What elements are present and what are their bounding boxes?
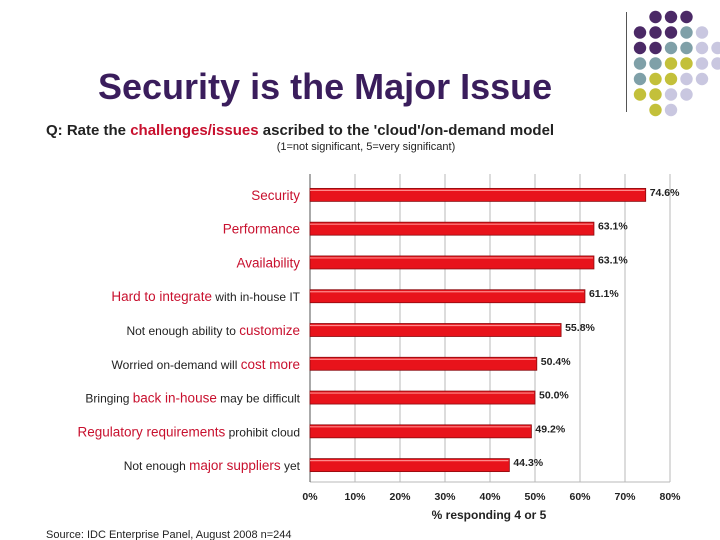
decorative-dot	[680, 41, 693, 55]
category-label: Availability	[236, 255, 300, 270]
slide-title: Security is the Major Issue	[98, 66, 553, 107]
question-text-segment: challenges/issues	[130, 122, 258, 139]
x-tick-label: 30%	[434, 491, 456, 503]
category-label: Regulatory requirements prohibit cloud	[77, 424, 300, 439]
category-label: Worried on-demand will cost more	[112, 357, 300, 372]
decorative-dot	[633, 41, 647, 55]
decorative-dot	[633, 72, 647, 86]
category-label: Not enough major suppliers yet	[124, 458, 301, 473]
decorative-dot	[664, 88, 678, 101]
category-label-segment: Not enough ability to	[126, 324, 239, 338]
decorative-dot	[649, 72, 662, 86]
bar	[309, 187, 647, 202]
category-label-segment: Bringing	[85, 392, 132, 406]
bar-value-label: 44.3%	[513, 457, 543, 469]
decorative-dot	[649, 10, 662, 24]
x-tick-label: 10%	[344, 491, 366, 503]
decorative-dot	[664, 72, 678, 86]
category-label: Performance	[223, 222, 300, 237]
category-labels: Security Performance Availability Hard to i…	[77, 188, 300, 473]
x-axis-ticks: 0% 10% 20% 30% 40% 50% 60% 70% 80%	[302, 491, 681, 503]
bar	[309, 390, 536, 405]
category-label-segment: Hard to integrate	[111, 289, 212, 304]
decorative-dot	[695, 57, 709, 70]
category-label: Security	[251, 188, 300, 203]
bar	[309, 424, 532, 439]
chart-bars: 74.6% 63.1% 63.1% 61.1% 55.8% 50.4% 50.0% 49.2%…	[309, 187, 680, 473]
x-tick-label: 0%	[302, 491, 318, 503]
category-label-segment: cost more	[241, 357, 300, 372]
decorative-dot	[680, 57, 693, 70]
bar	[309, 458, 510, 473]
x-tick-label: 70%	[614, 491, 636, 503]
category-label-segment: back in-house	[133, 391, 217, 406]
decorative-dot	[633, 88, 647, 101]
decorative-dot	[680, 88, 693, 101]
bar-value-label: 50.0%	[539, 390, 569, 402]
decorative-dot	[664, 57, 678, 70]
chart-question: Q: Rate the challenges/issues ascribed t…	[46, 122, 554, 139]
bar-value-label: 49.2%	[535, 423, 565, 435]
category-label-segment: major suppliers	[189, 458, 281, 473]
decorative-dot	[633, 26, 647, 39]
category-label-segment: Performance	[223, 222, 300, 237]
bar	[309, 323, 562, 337]
decorative-dot	[649, 57, 662, 70]
bar-value-label: 63.1%	[598, 254, 628, 266]
decorative-dot	[680, 26, 693, 39]
category-label: Bringing back in-house may be difficult	[85, 391, 300, 406]
decorative-dot	[695, 41, 709, 55]
decorative-dot	[664, 41, 678, 55]
category-label-segment: with in-house IT	[212, 290, 301, 304]
decorative-dot	[649, 26, 662, 39]
bar	[309, 356, 538, 371]
title-divider	[626, 12, 627, 112]
decorative-dot	[664, 26, 678, 39]
bar	[309, 289, 586, 304]
x-tick-label: 20%	[389, 491, 411, 503]
bar-value-label: 50.4%	[541, 356, 571, 368]
x-tick-label: 40%	[479, 491, 501, 503]
bar-value-label: 63.1%	[598, 221, 628, 233]
decorative-dot	[633, 57, 647, 70]
decorative-dot	[695, 72, 709, 86]
decorative-dot	[649, 103, 662, 117]
category-label: Not enough ability to customize	[126, 323, 300, 338]
category-label: Hard to integrate with in-house IT	[111, 289, 300, 304]
x-tick-label: 50%	[524, 491, 546, 503]
source-note: Source: IDC Enterprise Panel, August 200…	[46, 529, 292, 540]
decorative-dot	[649, 41, 662, 55]
chart-question-text: Q: Rate the challenges/issues ascribed t…	[46, 122, 554, 139]
x-tick-label: 60%	[569, 491, 591, 503]
decorative-dot	[649, 88, 662, 101]
decorative-dot	[680, 72, 693, 86]
category-label-segment: Worried on-demand will	[112, 358, 241, 372]
bar-value-label: 55.8%	[565, 322, 595, 334]
decorative-dot	[664, 10, 678, 24]
decorative-dot	[664, 103, 678, 117]
category-label-segment: customize	[239, 323, 300, 338]
decorative-dot	[711, 41, 720, 55]
category-label-segment: Regulatory requirements	[77, 424, 225, 439]
question-text-segment: Q: Rate the	[46, 122, 130, 139]
category-label-segment: Availability	[236, 255, 300, 270]
category-label-segment: Not enough	[124, 459, 189, 473]
bar	[309, 221, 595, 236]
decorative-dot	[695, 26, 709, 39]
x-tick-label: 80%	[659, 491, 681, 503]
decorative-dot	[711, 57, 720, 70]
decorative-dot	[680, 10, 693, 24]
bar	[309, 255, 595, 270]
category-label-segment: may be difficult	[217, 392, 301, 406]
decorative-dot-grid	[633, 10, 720, 117]
bar-value-label: 61.1%	[589, 288, 619, 300]
chart-subtitle: (1=not significant, 5=very significant)	[277, 141, 456, 153]
category-label-segment: Security	[251, 188, 300, 203]
question-text-segment: ascribed to the 'cloud'/on-demand model	[259, 122, 555, 139]
category-label-segment: yet	[281, 459, 301, 473]
bar-value-label: 74.6%	[650, 187, 680, 199]
x-axis-label: % responding 4 or 5	[432, 508, 547, 522]
category-label-segment: prohibit cloud	[225, 425, 300, 439]
